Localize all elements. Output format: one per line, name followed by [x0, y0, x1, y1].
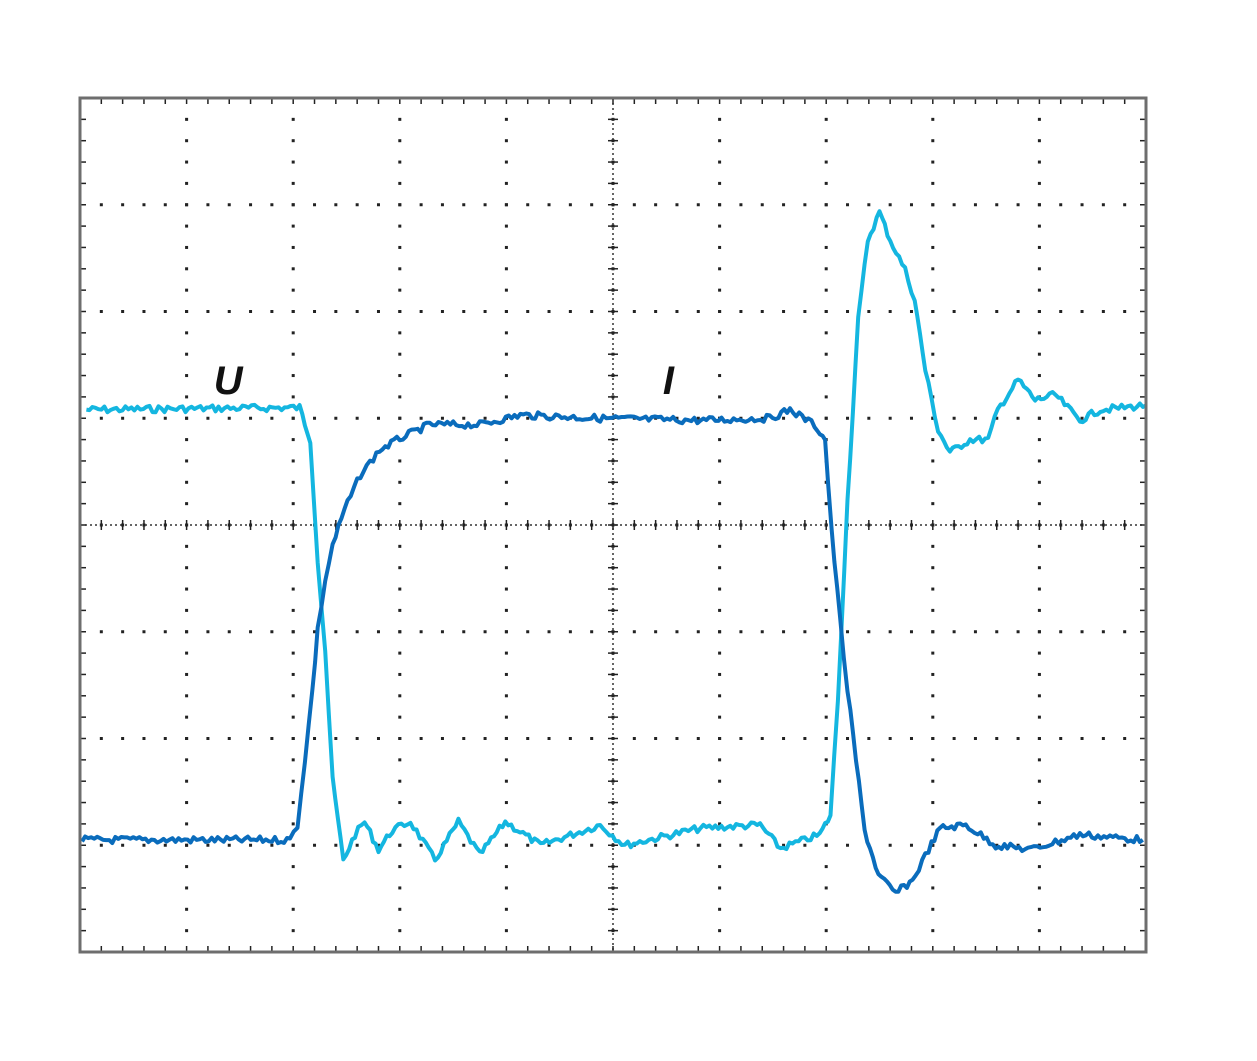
graticule: [78, 96, 1148, 954]
trace-i: [80, 406, 1144, 894]
grid-line-horizontal: [78, 310, 1148, 313]
traces: [80, 209, 1147, 894]
center-axes: [79, 97, 1147, 953]
plot-border: [78, 96, 1148, 954]
trace-label-i: I: [663, 359, 675, 403]
trace-label-u: U: [214, 359, 244, 403]
grid-line-horizontal: [78, 630, 1148, 634]
trace-u: [86, 209, 1147, 863]
